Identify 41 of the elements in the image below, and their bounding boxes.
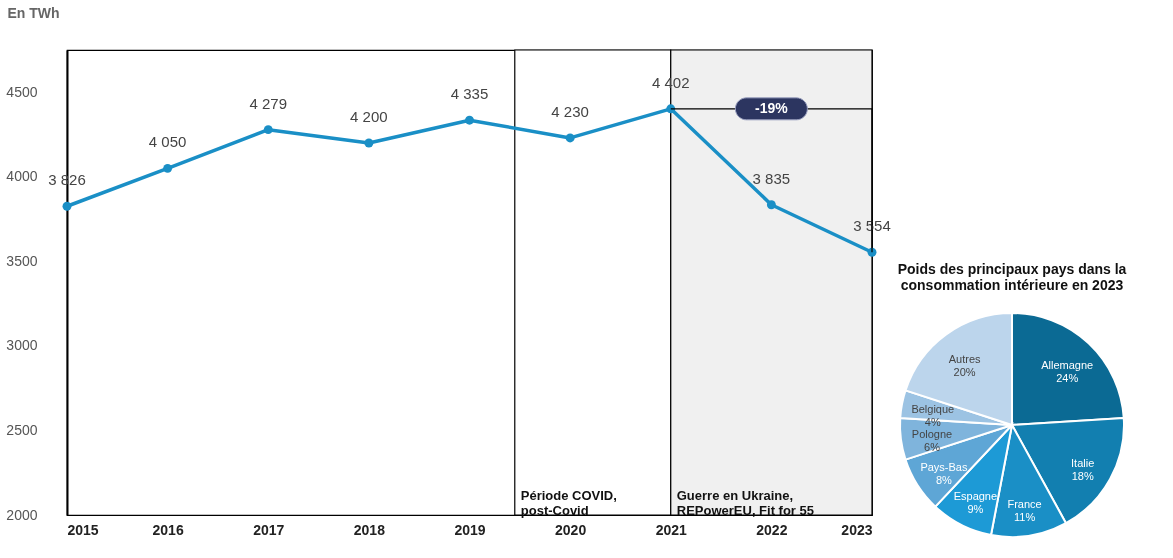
x-tick-label: 2019 — [454, 521, 486, 538]
x-tick-label: 2023 — [841, 521, 873, 538]
data-label: 9% — [967, 502, 984, 515]
slice-label: Pologne — [911, 428, 953, 441]
x-tick-label: 2018 — [353, 521, 386, 538]
band-label: Guerre en Ukraine, REPowerEU, Fit for 55 — [676, 488, 814, 518]
y-tick-label: 2000 — [6, 506, 38, 523]
x-tick-label: 2017 — [253, 521, 285, 538]
annotation: -19% — [755, 99, 789, 116]
x-tick-label: 2020 — [555, 521, 587, 538]
x-tick-label: 2022 — [756, 521, 788, 538]
data-label: 20% — [953, 365, 976, 378]
x-tick-label: 2016 — [152, 521, 184, 538]
data-label: 24% — [1056, 372, 1079, 385]
data-label: 11% — [1014, 510, 1036, 523]
slice-label: Allemagne — [1041, 359, 1094, 372]
y-tick-label: 4000 — [6, 168, 38, 185]
data-label: 8% — [935, 474, 953, 487]
y-tick-label: 3000 — [6, 337, 38, 354]
y-axis-title: En TWh — [7, 4, 60, 21]
slice-label: France — [1007, 497, 1042, 510]
data-label: 4 279 — [249, 94, 288, 112]
y-tick-label: 3500 — [6, 252, 38, 269]
slice-label: Italie — [1071, 456, 1095, 469]
data-label: 4 335 — [450, 85, 489, 103]
data-label: 3 835 — [752, 169, 791, 187]
slice-label: Pays-Bas — [920, 461, 968, 474]
x-tick-label: 2021 — [655, 521, 688, 538]
slice-label: Autres — [948, 352, 981, 365]
data-label: 4 230 — [551, 102, 589, 120]
slice-label: Belgique — [911, 402, 955, 415]
x-tick-label: 2015 — [67, 521, 99, 538]
y-tick-label: 2500 — [6, 421, 38, 438]
data-label: 6% — [924, 441, 941, 454]
data-label: 4 200 — [350, 108, 388, 125]
slice-label: Espagne — [953, 489, 998, 502]
data-label: 4 050 — [148, 133, 187, 151]
chart-title: Poids des principaux pays dans la consommation intérieure en 2023 — [897, 261, 1127, 293]
band-label: Période COVID, post-Covid — [520, 488, 617, 518]
data-label: 18% — [1071, 469, 1094, 482]
y-tick-label: 4500 — [6, 83, 38, 100]
